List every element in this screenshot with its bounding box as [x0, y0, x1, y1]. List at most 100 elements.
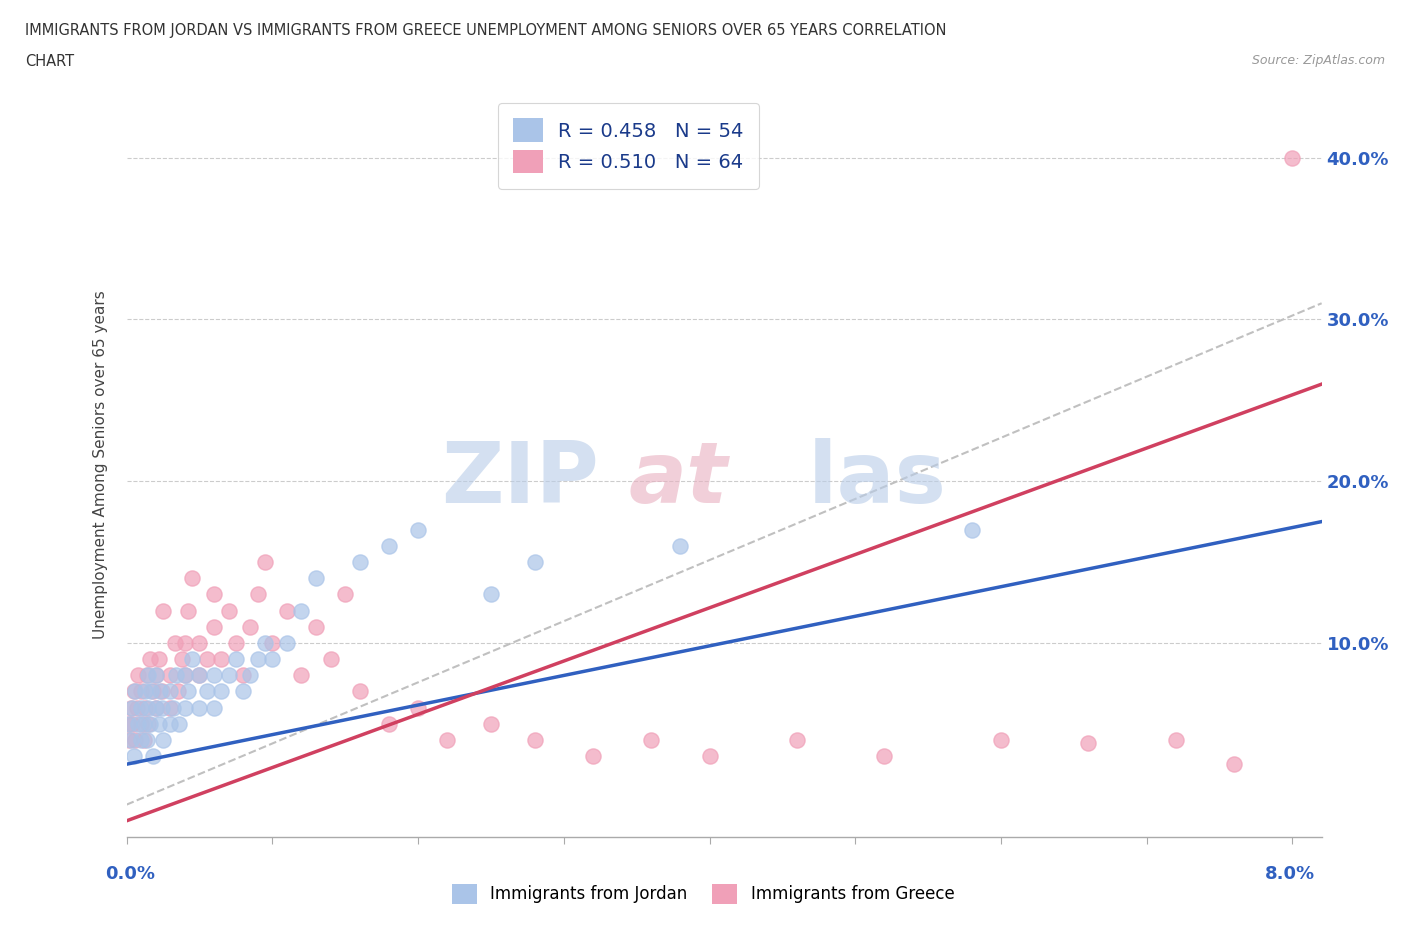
Point: [136, 733, 159, 748]
Point: [125, 700, 148, 715]
Point: [239, 619, 262, 634]
Point: [145, 700, 167, 715]
Point: [122, 749, 145, 764]
Point: [290, 668, 312, 683]
Point: [118, 733, 141, 748]
Point: [1077, 736, 1099, 751]
Point: [132, 733, 155, 748]
Point: [669, 538, 692, 553]
Point: [117, 716, 139, 731]
Point: [378, 716, 401, 731]
Point: [1223, 757, 1246, 772]
Point: [479, 716, 502, 731]
Point: [167, 716, 190, 731]
Text: CHART: CHART: [25, 54, 75, 69]
Point: [142, 749, 165, 764]
Point: [138, 700, 160, 715]
Point: [134, 684, 156, 698]
Point: [159, 716, 181, 731]
Point: [152, 733, 174, 748]
Text: 0.0%: 0.0%: [105, 865, 156, 883]
Point: [1164, 733, 1187, 748]
Point: [118, 716, 141, 731]
Point: [129, 700, 152, 715]
Point: [378, 538, 401, 553]
Point: [209, 652, 232, 667]
Text: las: las: [807, 438, 946, 522]
Point: [305, 571, 328, 586]
Point: [406, 700, 429, 715]
Point: [181, 652, 204, 667]
Point: [232, 668, 254, 683]
Point: [202, 619, 225, 634]
Point: [159, 684, 181, 698]
Point: [990, 733, 1012, 748]
Point: [177, 604, 200, 618]
Point: [786, 733, 808, 748]
Point: [138, 716, 160, 731]
Point: [218, 668, 240, 683]
Point: [195, 684, 218, 698]
Point: [148, 652, 170, 667]
Point: [225, 635, 247, 650]
Point: [479, 587, 502, 602]
Point: [188, 668, 211, 683]
Point: [202, 700, 225, 715]
Point: [188, 668, 211, 683]
Point: [209, 684, 232, 698]
Point: [232, 684, 254, 698]
Point: [129, 733, 152, 748]
Point: [150, 700, 173, 715]
Point: [142, 684, 165, 698]
Point: [129, 684, 152, 698]
Point: [173, 668, 195, 683]
Point: [145, 668, 167, 683]
Point: [139, 716, 162, 731]
Point: [173, 668, 195, 683]
Point: [290, 604, 312, 618]
Point: [253, 554, 276, 569]
Point: [181, 571, 204, 586]
Point: [276, 635, 298, 650]
Point: [136, 668, 159, 683]
Text: Source: ZipAtlas.com: Source: ZipAtlas.com: [1251, 54, 1385, 67]
Point: [305, 619, 328, 634]
Text: at: at: [628, 438, 728, 522]
Point: [188, 700, 211, 715]
Point: [120, 733, 142, 748]
Point: [162, 700, 184, 715]
Point: [120, 700, 142, 715]
Point: [523, 554, 546, 569]
Point: [239, 668, 262, 683]
Point: [406, 523, 429, 538]
Point: [1281, 151, 1303, 166]
Point: [436, 733, 458, 748]
Point: [333, 587, 356, 602]
Point: [262, 652, 284, 667]
Point: [177, 684, 200, 698]
Point: [166, 684, 188, 698]
Point: [246, 652, 269, 667]
Point: [121, 700, 143, 715]
Point: [173, 700, 195, 715]
Point: [129, 716, 152, 731]
Point: [225, 652, 247, 667]
Point: [122, 684, 145, 698]
Point: [202, 668, 225, 683]
Point: [262, 635, 284, 650]
Point: [582, 749, 605, 764]
Point: [165, 668, 187, 683]
Point: [134, 700, 156, 715]
Point: [145, 668, 167, 683]
Y-axis label: Unemployment Among Seniors over 65 years: Unemployment Among Seniors over 65 years: [93, 291, 108, 640]
Point: [276, 604, 298, 618]
Point: [319, 652, 342, 667]
Point: [159, 668, 181, 683]
Point: [349, 684, 371, 698]
Point: [253, 635, 276, 650]
Point: [163, 635, 186, 650]
Point: [124, 684, 146, 698]
Point: [349, 554, 371, 569]
Point: [170, 652, 193, 667]
Point: [523, 733, 546, 748]
